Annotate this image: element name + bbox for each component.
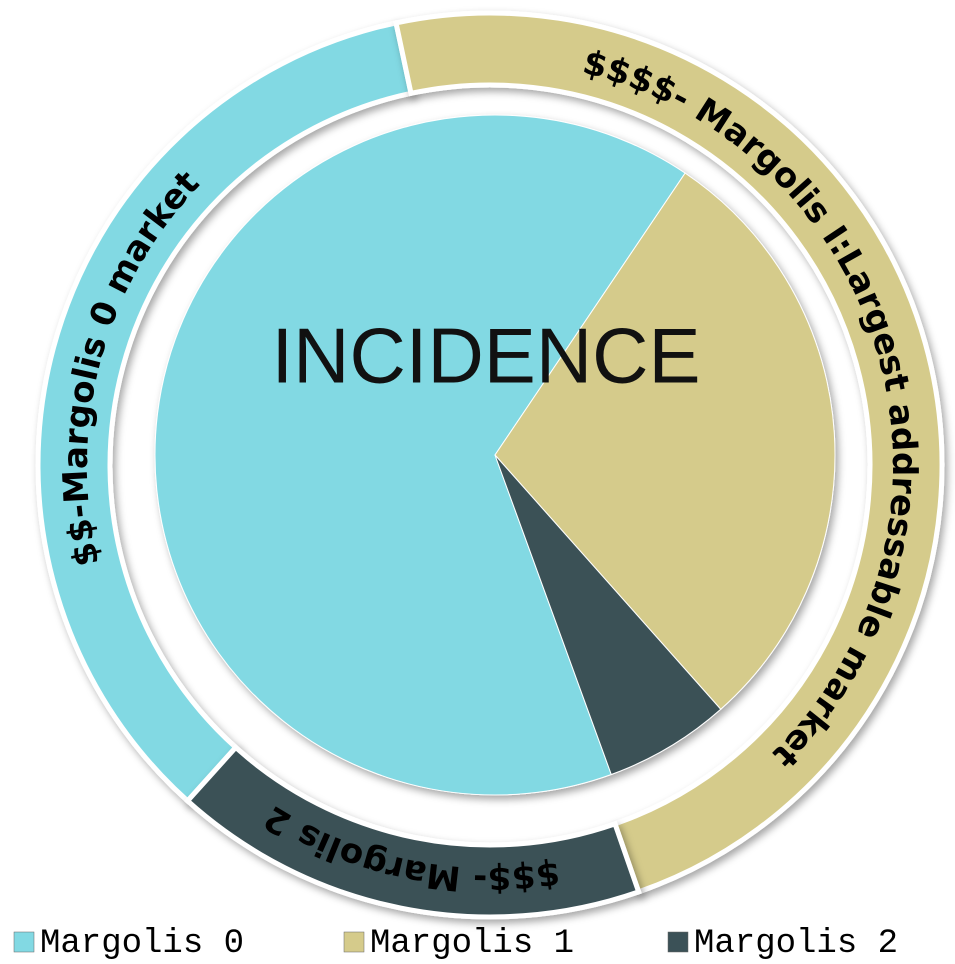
pie: [154, 114, 836, 796]
pie-slice: [494, 454, 722, 776]
pie-slice: [494, 172, 836, 710]
legend-swatch: [13, 931, 35, 953]
pie-slice: [154, 114, 686, 796]
legend-label: Margolis 1: [370, 925, 574, 963]
legend-swatch: [343, 931, 365, 953]
ring-segment: [393, 10, 945, 896]
legend-label: Margolis 2: [694, 925, 898, 963]
legend-label: Margolis 0: [40, 925, 244, 963]
chart-title: INCIDENCE: [271, 312, 700, 400]
legend-swatch: [667, 931, 689, 953]
legend: Margolis 0 Margolis 1 Margolis 2: [13, 925, 898, 963]
ring-segment: [184, 743, 642, 920]
ring-segment: [35, 19, 414, 805]
